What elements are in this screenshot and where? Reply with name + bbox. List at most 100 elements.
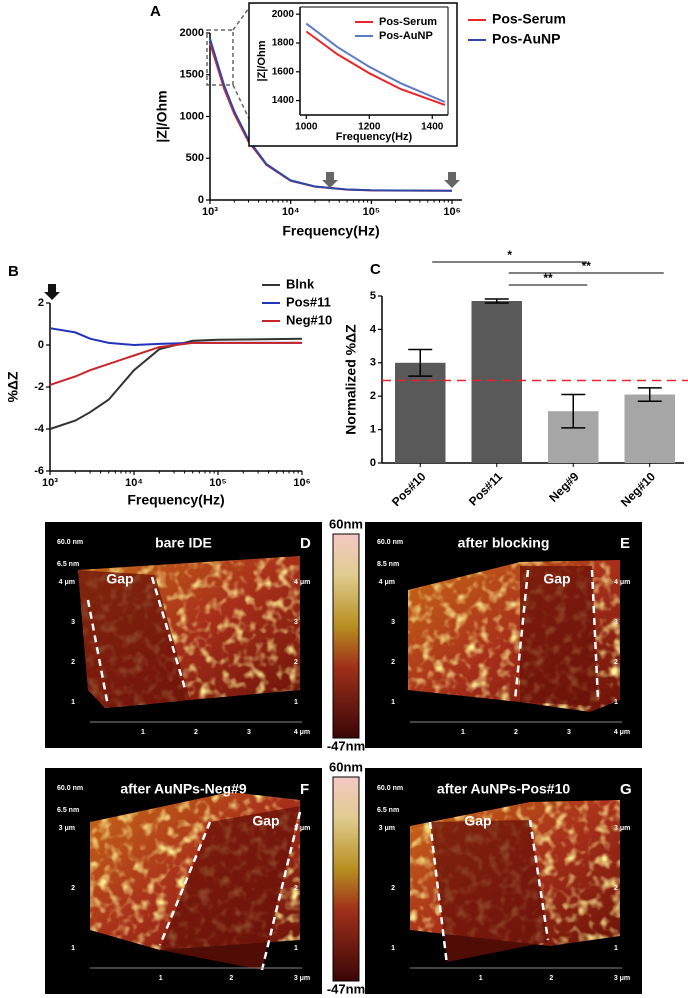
arrow-marker [44, 284, 60, 300]
colorbar-max: 60nm [329, 759, 363, 774]
panel-label: B [8, 263, 19, 280]
x-label: 3 μm [294, 975, 310, 982]
y-label: 1 [391, 699, 395, 706]
x-tick-label: Neg#10 [618, 469, 658, 509]
x-label: 1 [141, 729, 145, 736]
y-tick-label: 500 [186, 152, 204, 164]
y-label: 4 μm [614, 579, 630, 586]
y-tick-label: 1500 [180, 69, 204, 81]
gap-edge [513, 569, 530, 701]
gap-edge [260, 811, 302, 971]
y-axis-label: |Z|/Ohm [154, 90, 170, 142]
colorbar [332, 533, 360, 739]
y-label: 2 [71, 885, 75, 892]
zoom-box [206, 29, 234, 86]
error-bar [561, 393, 586, 429]
significance-label: ** [582, 259, 592, 273]
z-label: 6.5 nm [57, 807, 79, 814]
z-label: 60.0 nm [377, 539, 403, 546]
colorbar [332, 776, 360, 982]
y-label: 2 [614, 659, 618, 666]
afm-gap [430, 820, 548, 962]
y-label: 2 [71, 659, 75, 666]
colorbar-min: -47nm [327, 981, 365, 996]
x-label: 1 [159, 975, 163, 982]
y-label: 1 [294, 945, 298, 952]
error-bar [408, 348, 433, 377]
afm-gap [520, 566, 598, 706]
gap-label: Gap [106, 571, 133, 587]
afm-title: after AuNPs-Neg#9 [120, 781, 247, 797]
y-tick-label: 2000 [180, 27, 204, 39]
gap-label: Gap [543, 571, 570, 587]
x-label: 3 μm [614, 975, 630, 982]
afm-image: after AuNPs-Neg#9 F Gap 60.0 nm 6.5 nm 3 μm 3 … [45, 768, 322, 994]
afm-title: after AuNPs-Pos#10 [437, 781, 571, 797]
x-tick-label: 10⁵ [209, 477, 226, 489]
y-axis-label: |Z|/Ohm [256, 40, 268, 81]
panel-label: F [300, 781, 309, 798]
legend-label: Blnk [286, 276, 315, 291]
panel-label: D [300, 535, 311, 552]
y-tick-label: 1400 [272, 95, 295, 106]
z-label: 8.5 nm [377, 561, 399, 568]
x-tick-label: 10⁴ [282, 206, 300, 218]
panel-label: A [150, 3, 161, 20]
y-tick-label: 1 [370, 424, 376, 436]
y-label: 1 [614, 945, 618, 952]
y-tick-label: 2000 [272, 9, 295, 20]
significance-label: ** [543, 271, 553, 285]
arrow-marker [322, 172, 338, 188]
x-tick-label: Pos#10 [389, 469, 429, 509]
y-label: 4 μm [59, 579, 75, 586]
y-label: 2 [294, 885, 298, 892]
panel-label: C [370, 261, 381, 278]
legend-label: Pos-Serum [492, 11, 566, 27]
y-label: 1 [614, 699, 618, 706]
y-label: 2 [391, 659, 395, 666]
legend-label: Neg#10 [286, 312, 332, 327]
x-label: 2 [194, 729, 198, 736]
afm-image: after blocking E Gap 60.0 nm 8.5 nm 4 μm 4 μm 3… [365, 522, 642, 748]
x-tick-label: 10⁵ [363, 206, 380, 218]
x-tick-label: 10⁶ [293, 477, 310, 489]
series-line [305, 22, 446, 103]
y-label: 2 [391, 885, 395, 892]
x-label: 4 μm [614, 729, 630, 736]
x-label: 4 μm [294, 729, 310, 736]
y-label: 1 [294, 699, 298, 706]
y-label: 3 μm [614, 825, 630, 832]
afm-title: bare IDE [155, 535, 212, 551]
gap-label: Gap [464, 813, 491, 829]
colorbar-min: -47nm [327, 738, 365, 753]
z-label: 6.5 nm [377, 807, 399, 814]
y-label: 3 [71, 619, 75, 626]
y-label: 3 [614, 619, 618, 626]
x-tick-label: 10⁴ [125, 477, 143, 489]
afm-image: bare IDE D Gap 60.0 nm 6.5 nm 4 μm 4 μm 3 3 2 2 1 1 1… [45, 522, 322, 748]
y-label: 3 [391, 619, 395, 626]
y-tick-label: 2 [370, 390, 376, 402]
x-axis-label: Frequency(Hz) [282, 223, 379, 239]
y-tick-label: 0 [198, 194, 204, 206]
panel-label: G [620, 781, 632, 798]
series-line [49, 341, 302, 386]
y-tick-label: 0 [370, 457, 376, 469]
x-axis-label: Frequency(Hz) [336, 131, 413, 143]
legend-label: Pos-AuNP [379, 30, 433, 42]
series-line [305, 30, 446, 106]
y-label: 2 [294, 659, 298, 666]
x-tick-label: 1000 [295, 122, 318, 133]
x-tick-label: 10³ [42, 477, 58, 489]
y-tick-label: -2 [34, 381, 44, 393]
y-tick-label: 1800 [272, 38, 295, 49]
arrow-marker [444, 172, 460, 188]
gap-edge [158, 821, 212, 946]
gap-label: Gap [252, 813, 279, 829]
x-tick-label: 10³ [202, 206, 218, 218]
y-label: 4 μm [294, 579, 310, 586]
afm-gap [78, 570, 190, 708]
y-tick-label: -6 [34, 465, 44, 477]
